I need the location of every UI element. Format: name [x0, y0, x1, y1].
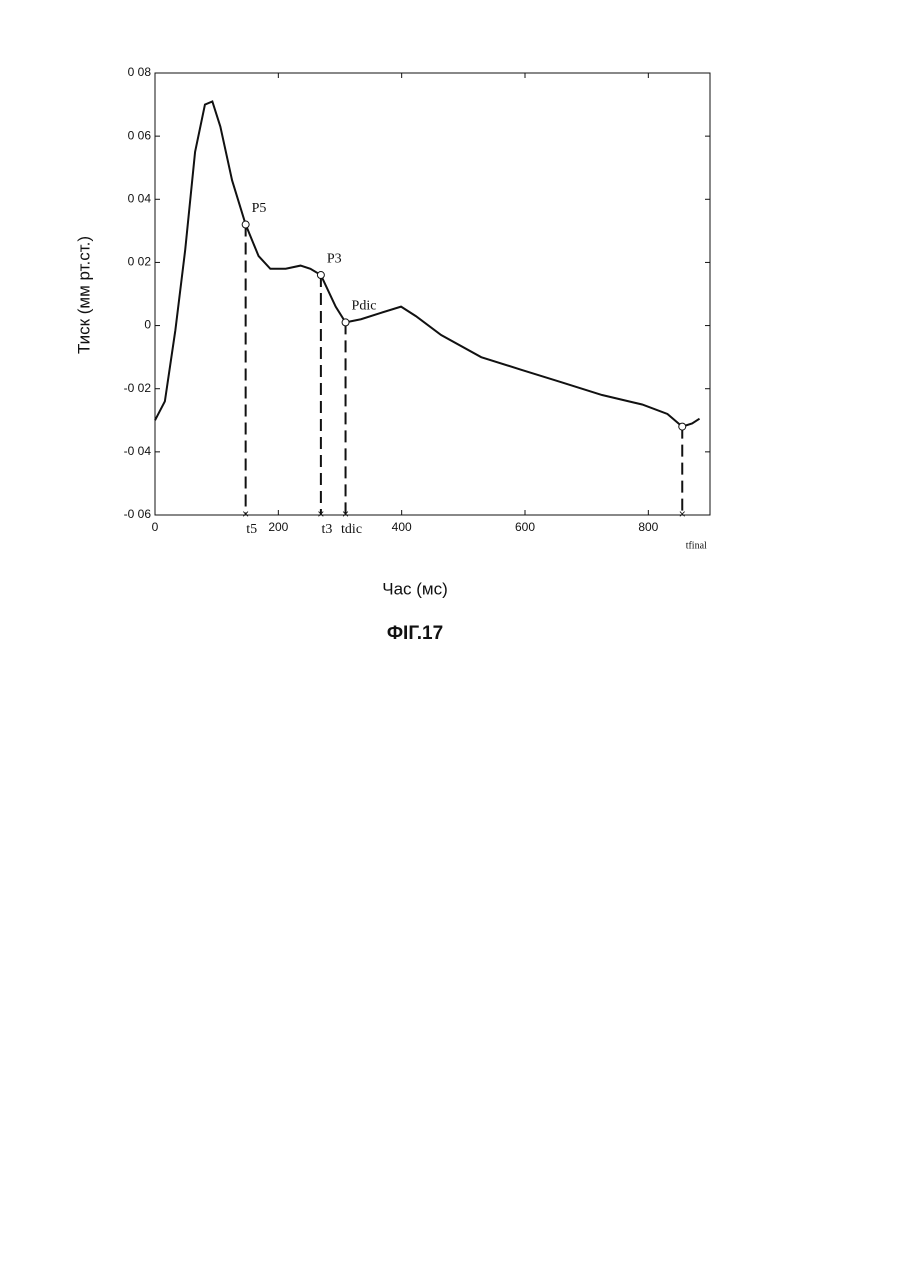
- caption: ФІГ.17: [387, 623, 443, 644]
- x-tick-label: 400: [392, 520, 412, 534]
- marker-point: [242, 221, 249, 228]
- y-axis-label: Тиск (мм рт.ст.): [74, 236, 93, 354]
- marker-label: Pdic: [352, 299, 377, 314]
- marker-point: [342, 319, 349, 326]
- pressure-line: [155, 101, 700, 426]
- y-tick-label: 0 08: [128, 65, 152, 79]
- chart: Тиск (мм рт.ст.) Час (мс) ФІГ.17 0 08 0 0…: [0, 0, 900, 1273]
- plot-frame: [155, 73, 710, 515]
- x-tick-label: 0: [152, 520, 159, 534]
- x-axis-label: Час (мс): [382, 579, 448, 598]
- marker-label: P3: [327, 251, 342, 266]
- marker-x-cross: ×: [242, 507, 249, 521]
- y-tick-label: -0 02: [124, 381, 152, 395]
- x-tick-label: 200: [268, 520, 288, 534]
- marker-time-label: t3: [321, 522, 332, 537]
- y-tick-label: 0 02: [128, 255, 152, 269]
- marker-point: [679, 423, 686, 430]
- marker-time-label: tdic: [341, 522, 362, 537]
- y-tick-label: 0 06: [128, 128, 152, 142]
- marker-point: [317, 272, 324, 279]
- marker-time-label: tfinal: [686, 540, 707, 551]
- page: Тиск (мм рт.ст.) Час (мс) ФІГ.17 0 08 0 0…: [0, 0, 900, 1273]
- x-tick-label: 600: [515, 520, 535, 534]
- marker-x-cross: ×: [317, 507, 324, 521]
- y-tick-label: 0: [144, 318, 151, 332]
- marker-label: P5: [252, 201, 267, 216]
- marker-time-label: t5: [246, 522, 257, 537]
- x-tick-label: 800: [638, 520, 658, 534]
- y-tick-label: -0 06: [124, 507, 152, 521]
- y-tick-label: -0 04: [124, 444, 152, 458]
- marker-x-cross: ×: [342, 507, 349, 521]
- y-tick-label: 0 04: [128, 191, 152, 205]
- marker-x-cross: ×: [679, 507, 686, 521]
